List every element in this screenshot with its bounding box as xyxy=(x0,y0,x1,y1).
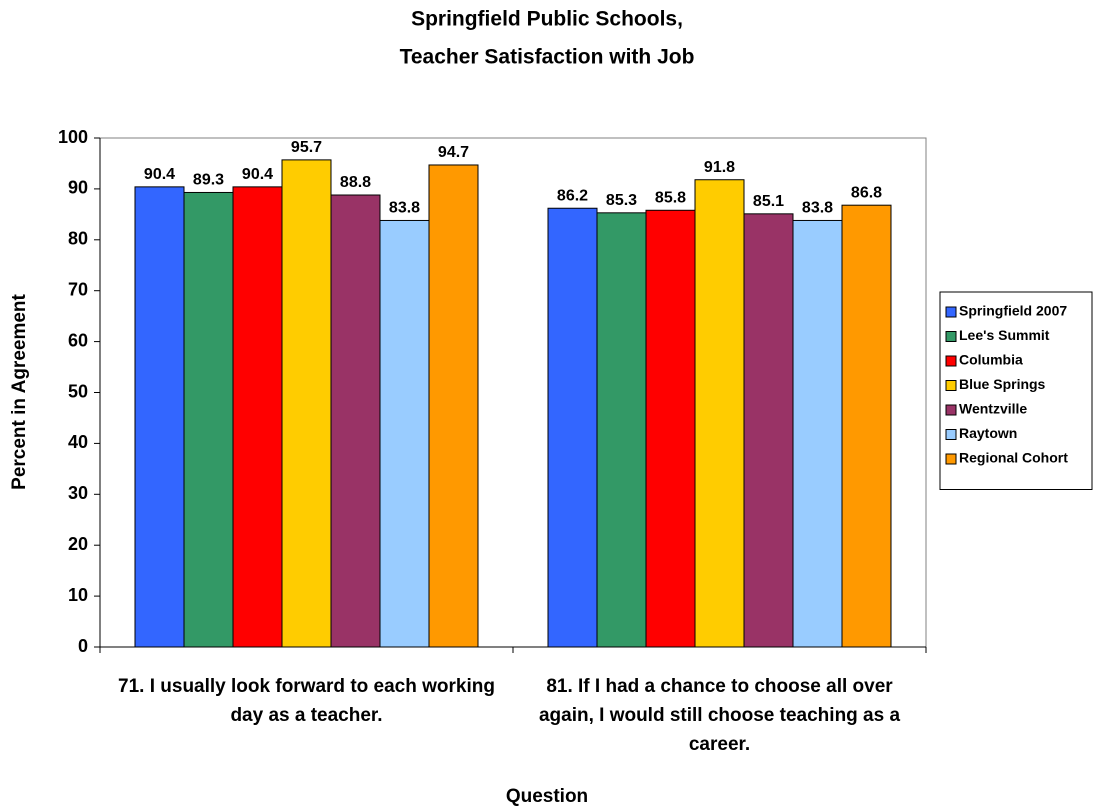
y-tick-label: 40 xyxy=(68,432,88,452)
bar xyxy=(134,186,185,648)
legend-swatch xyxy=(945,404,957,416)
legend-label: Lee's Summit xyxy=(959,327,1050,343)
value-label: 86.8 xyxy=(851,184,882,201)
legend-swatch xyxy=(945,306,957,318)
value-label: 86.2 xyxy=(557,187,588,204)
bar xyxy=(232,186,283,648)
x-tick-label: 71. I usually look forward to each worki… xyxy=(118,676,495,726)
y-tick-label: 90 xyxy=(68,178,88,198)
value-label: 89.3 xyxy=(193,172,224,189)
legend-label: Columbia xyxy=(959,352,1023,368)
chart-title: Springfield Public Schools, xyxy=(411,8,683,31)
value-label: 90.4 xyxy=(242,166,273,183)
bar xyxy=(547,207,598,648)
value-label: 83.8 xyxy=(802,200,833,217)
bar xyxy=(428,164,479,648)
bar xyxy=(792,219,843,648)
legend-label: Wentzville xyxy=(959,401,1027,417)
chart-title: Teacher Satisfaction with Job xyxy=(400,46,695,69)
bar xyxy=(379,219,430,648)
legend-swatch xyxy=(945,331,957,342)
y-tick-label: 100 xyxy=(58,127,88,147)
bar xyxy=(596,212,647,648)
bar xyxy=(841,204,892,648)
bar xyxy=(281,159,332,648)
x-tick-label: 81. If I had a chance to choose all over… xyxy=(538,676,901,755)
value-label: 83.8 xyxy=(389,200,420,217)
y-tick-label: 10 xyxy=(68,585,88,605)
y-tick-label: 60 xyxy=(68,330,88,350)
legend-label: Blue Springs xyxy=(959,376,1046,392)
y-tick-label: 20 xyxy=(68,534,88,554)
value-label: 94.7 xyxy=(438,144,469,161)
y-tick-label: 30 xyxy=(68,483,88,503)
value-label: 85.1 xyxy=(753,193,784,210)
y-tick-label: 80 xyxy=(68,229,88,249)
legend-swatch xyxy=(945,355,957,367)
legend xyxy=(939,291,1093,490)
y-axis-title: Percent in Agreement xyxy=(9,293,30,489)
bar xyxy=(183,191,234,648)
value-label: 85.3 xyxy=(606,192,637,209)
y-tick-label: 0 xyxy=(78,636,88,656)
value-label: 90.4 xyxy=(144,166,175,183)
value-label: 91.8 xyxy=(704,159,735,176)
legend-label: Springfield 2007 xyxy=(959,303,1067,319)
legend-swatch xyxy=(945,380,957,391)
y-tick-label: 50 xyxy=(68,381,88,401)
legend-swatch xyxy=(945,453,957,465)
legend-label: Regional Cohort xyxy=(959,450,1068,466)
legend-label: Raytown xyxy=(959,425,1017,441)
value-label: 95.7 xyxy=(291,139,322,156)
value-label: 85.8 xyxy=(655,189,686,206)
legend-swatch xyxy=(945,429,957,440)
bar xyxy=(694,179,745,648)
value-label: 88.8 xyxy=(340,174,371,191)
y-tick-label: 70 xyxy=(68,279,88,299)
x-axis-title: Question xyxy=(506,786,588,807)
bar xyxy=(645,209,696,648)
bar xyxy=(743,213,794,648)
bar xyxy=(330,194,381,648)
